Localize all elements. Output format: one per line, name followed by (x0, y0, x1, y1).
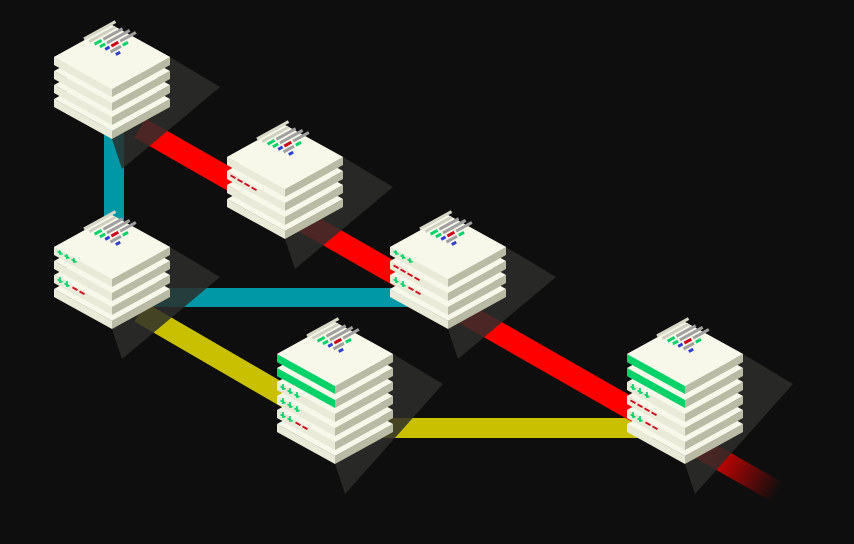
page-right-face (285, 171, 343, 211)
page-right-face (112, 85, 170, 125)
page-right-face (112, 247, 170, 287)
page-right-face (685, 382, 743, 422)
commit-stack-stack-c (54, 210, 170, 329)
page-right-face (685, 396, 743, 436)
layer-mark-full-green (277, 368, 335, 408)
page-right-face (335, 368, 393, 408)
page-right-face (335, 354, 393, 394)
stack-shadow (112, 57, 220, 169)
page-left-face (54, 71, 112, 111)
layer-mark-addition-removal (393, 277, 421, 295)
page-right-face (112, 289, 170, 329)
page-right-face (335, 424, 393, 464)
commit-stack-stack-f (627, 317, 743, 464)
layer-mark-addition-removal (57, 277, 85, 295)
stack-shadow (448, 247, 556, 359)
page-left-face (277, 424, 335, 464)
page-right-face (285, 185, 343, 225)
page-left-face (54, 85, 112, 125)
page-left-face (54, 99, 112, 139)
layer-mark-addition-removal (280, 412, 308, 430)
page-right-face (448, 247, 506, 287)
page-right-face (448, 261, 506, 301)
page-left-face (227, 157, 285, 197)
commit-stack-stack-e (277, 317, 393, 464)
page-left-face (54, 261, 112, 301)
layer-mark-addition (630, 384, 650, 398)
page-left-face (54, 289, 112, 329)
layer-mark-full-green (277, 354, 335, 394)
page-top-face (627, 322, 743, 386)
page-right-face (448, 289, 506, 329)
commit-stack-stack-d (390, 210, 506, 329)
layer-mark-removal (393, 264, 420, 281)
page-right-face (285, 199, 343, 239)
page-right-face (112, 57, 170, 97)
page-right-face (335, 410, 393, 450)
page-right-face (112, 71, 170, 111)
page-top-face (390, 215, 506, 279)
page-right-face (112, 275, 170, 315)
page-right-face (112, 99, 170, 139)
page-left-face (627, 424, 685, 464)
page-right-face (448, 275, 506, 315)
layer-mark-addition (280, 384, 300, 398)
branch-line-yellow-1 (134, 302, 306, 415)
page-right-face (112, 261, 170, 301)
page-left-face (227, 199, 285, 239)
page-right-face (335, 396, 393, 436)
page-right-face (285, 157, 343, 197)
branch-line-teal-2 (150, 288, 420, 307)
layer-mark-full-green (627, 368, 685, 408)
commit-stack-stack-a (54, 20, 170, 139)
layer-mark-removal (230, 174, 257, 191)
page-top-face (277, 322, 393, 386)
page-top-face (54, 215, 170, 279)
page-left-face (227, 185, 285, 225)
commit-stacks (54, 20, 743, 464)
layer-mark-addition (280, 398, 300, 412)
layer-mark-addition-removal (630, 412, 658, 430)
page-right-face (685, 424, 743, 464)
page-right-face (685, 368, 743, 408)
page-left-face (390, 289, 448, 329)
stack-shadow (285, 157, 393, 269)
layer-mark-removal (630, 399, 657, 416)
branch-line-yellow-2 (360, 418, 660, 438)
page-left-face (54, 57, 112, 97)
page-top-face (54, 25, 170, 89)
stack-shadow (112, 247, 220, 359)
page-right-face (335, 382, 393, 422)
page-top-face (227, 125, 343, 189)
page-right-face (685, 410, 743, 450)
commit-stack-stack-b (227, 120, 343, 239)
page-right-face (685, 354, 743, 394)
layer-mark-full-green (627, 354, 685, 394)
